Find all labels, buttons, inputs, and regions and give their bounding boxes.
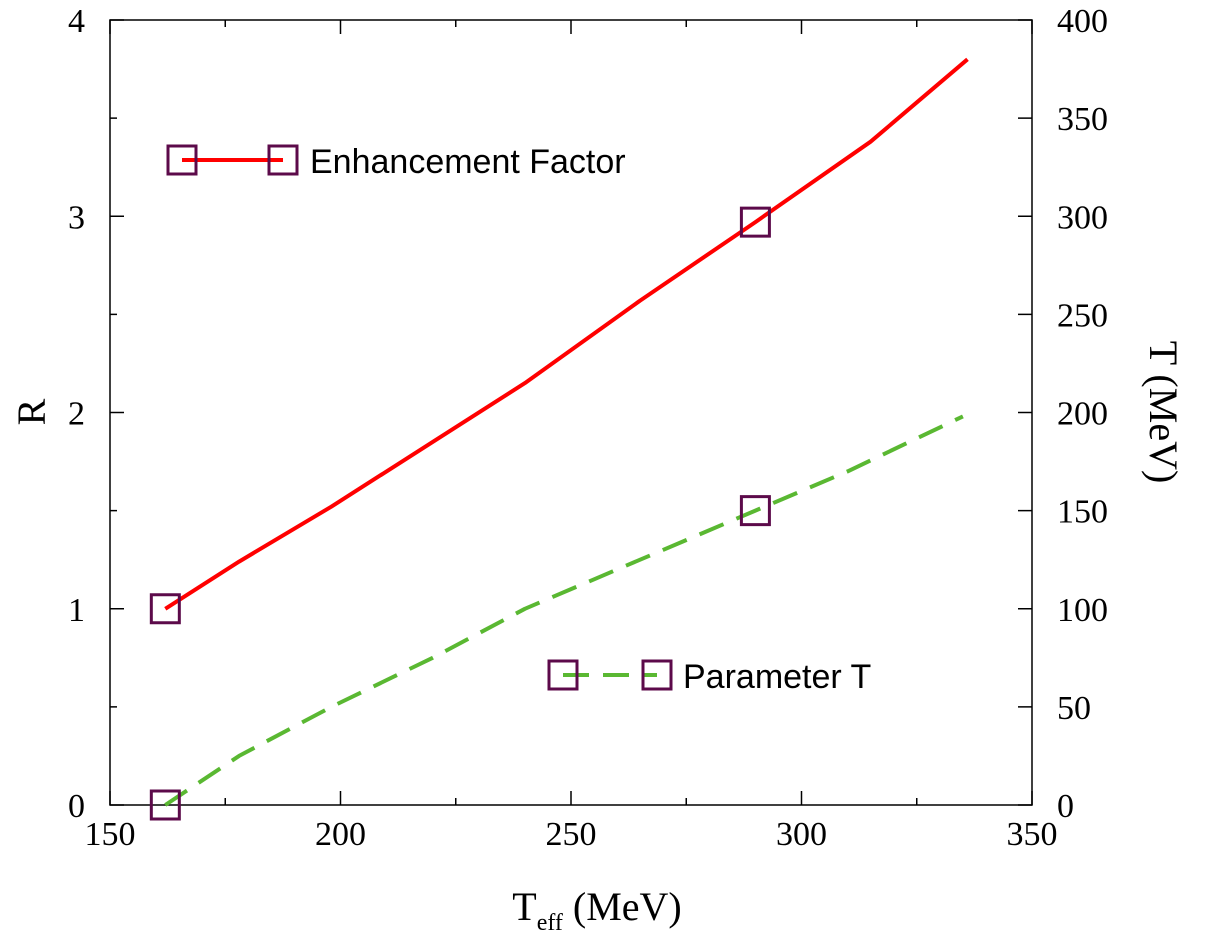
x-tick-label: 200 [315, 816, 366, 853]
legend-marker [547, 659, 579, 691]
y-right-tick-label: 300 [1057, 199, 1108, 236]
legend-layer: Enhancement Factor Parameter T [166, 143, 871, 696]
y-left-tick-label: 4 [68, 3, 85, 40]
markers-layer [149, 206, 771, 821]
x-tick-label: 350 [1007, 816, 1058, 853]
y-right-tick-label: 0 [1057, 788, 1074, 825]
data-marker [739, 206, 771, 238]
y-right-tick-label: 150 [1057, 494, 1108, 531]
y-right-tick-label: 400 [1057, 3, 1108, 40]
y-right-tick-label: 350 [1057, 101, 1108, 138]
plot-border [109, 19, 1033, 806]
y-left-tick-label: 1 [68, 592, 85, 629]
x-tick-label: 300 [776, 816, 827, 853]
x-tick-label: 250 [546, 816, 597, 853]
y-left-axis-title: R [9, 398, 54, 425]
series-layer [164, 57, 969, 807]
y-left-tick-label: 0 [68, 788, 85, 825]
ticks-layer: 150 200 250 300 3500123405010015020025030035… [68, 3, 1108, 853]
x-tick-label: 150 [85, 816, 136, 853]
series-line-0 [164, 57, 969, 611]
x-axis-title-tail: (MeV) [563, 884, 682, 929]
y-left-tick-label: 2 [68, 396, 85, 433]
series-line-1 [164, 414, 964, 807]
y-right-tick-label: 50 [1057, 690, 1091, 727]
legend-marker [641, 659, 673, 691]
x-axis-title-main: T [512, 884, 536, 929]
legend-label-1: Parameter T [683, 658, 871, 696]
legend-marker [166, 144, 198, 176]
data-marker [739, 495, 771, 527]
legend-label-0: Enhancement Factor [310, 143, 626, 181]
y-right-tick-label: 250 [1057, 297, 1108, 334]
y-right-axis-title: T (MeV) [1141, 341, 1186, 484]
data-marker [149, 789, 181, 821]
legend-marker [267, 144, 299, 176]
x-axis-title: Teff (MeV) [512, 884, 682, 930]
data-marker [149, 593, 181, 625]
y-left-tick-label: 3 [68, 199, 85, 236]
y-right-tick-label: 100 [1057, 592, 1108, 629]
x-axis-title-sub: eff [537, 910, 563, 930]
y-right-tick-label: 200 [1057, 396, 1108, 433]
plot-frame [109, 19, 1033, 806]
